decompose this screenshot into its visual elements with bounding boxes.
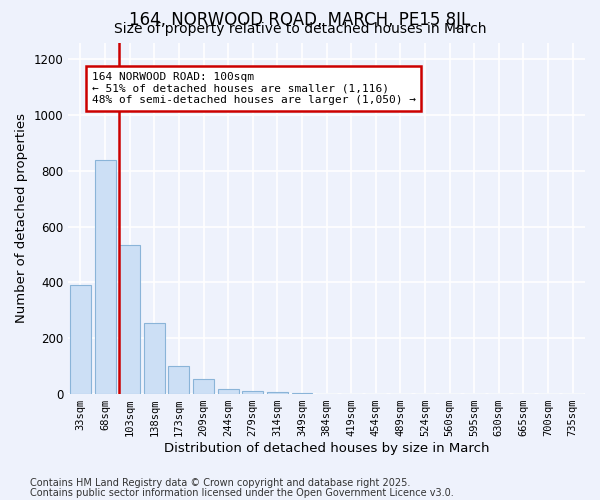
Y-axis label: Number of detached properties: Number of detached properties bbox=[15, 114, 28, 324]
Bar bbox=[193, 378, 214, 394]
Text: Contains public sector information licensed under the Open Government Licence v3: Contains public sector information licen… bbox=[30, 488, 454, 498]
Bar bbox=[242, 392, 263, 394]
Bar bbox=[292, 393, 313, 394]
Bar bbox=[218, 388, 239, 394]
Text: 164, NORWOOD ROAD, MARCH, PE15 8JL: 164, NORWOOD ROAD, MARCH, PE15 8JL bbox=[130, 11, 470, 29]
Bar bbox=[169, 366, 190, 394]
Text: 164 NORWOOD ROAD: 100sqm
← 51% of detached houses are smaller (1,116)
48% of sem: 164 NORWOOD ROAD: 100sqm ← 51% of detach… bbox=[92, 72, 416, 105]
Bar bbox=[119, 245, 140, 394]
Text: Contains HM Land Registry data © Crown copyright and database right 2025.: Contains HM Land Registry data © Crown c… bbox=[30, 478, 410, 488]
Bar bbox=[267, 392, 288, 394]
Bar bbox=[70, 286, 91, 394]
Bar bbox=[144, 323, 165, 394]
Text: Size of property relative to detached houses in March: Size of property relative to detached ho… bbox=[114, 22, 486, 36]
X-axis label: Distribution of detached houses by size in March: Distribution of detached houses by size … bbox=[164, 442, 490, 455]
Bar bbox=[95, 160, 116, 394]
